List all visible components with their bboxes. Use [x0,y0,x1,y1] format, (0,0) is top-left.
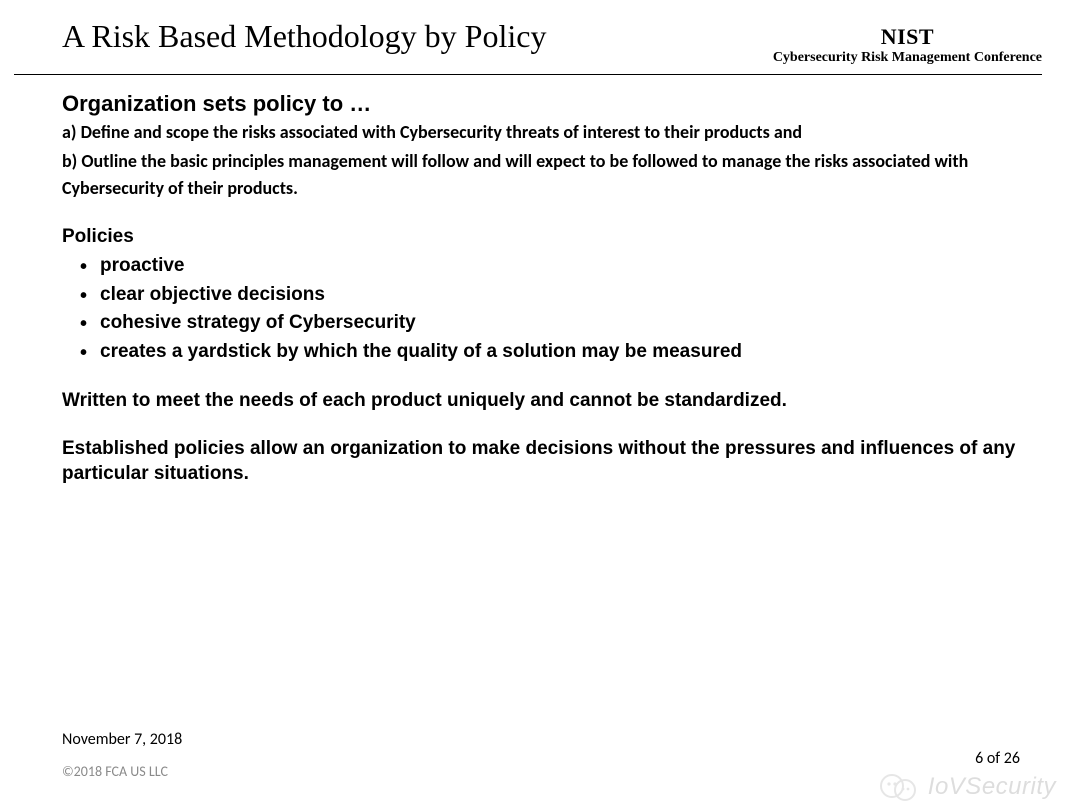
watermark: IoVSecurity [878,770,1056,804]
slide-header: A Risk Based Methodology by Policy NIST … [0,0,1080,66]
watermark-text: IoVSecurity [928,773,1056,801]
slide-content: Organization sets policy to … a) Define … [0,75,1080,487]
nist-subtitle: Cybersecurity Risk Management Conference [773,50,1042,66]
policies-heading: Policies [62,226,1040,248]
slide-title: A Risk Based Methodology by Policy [62,18,546,55]
section-title: Organization sets policy to … [62,91,1040,117]
paragraph-d: Established policies allow an organizati… [62,436,1040,487]
policy-item: cohesive strategy of Cybersecurity [100,309,1040,338]
paragraph-a: a) Define and scope the risks associated… [62,119,1040,146]
policy-item: proactive [100,252,1040,281]
policies-list: proactive clear objective decisions cohe… [62,252,1040,366]
paragraph-c: Written to meet the needs of each produc… [62,388,1040,414]
footer-page-number: 6 of 26 [975,749,1020,768]
paragraph-b: b) Outline the basic principles manageme… [62,148,1040,202]
policy-item: clear objective decisions [100,281,1040,310]
policy-item: creates a yardstick by which the quality… [100,338,1040,367]
nist-logo: NIST [773,24,1042,50]
footer-date: November 7, 2018 [62,730,1042,749]
policies-block: Policies proactive clear objective decis… [62,226,1040,366]
header-right: NIST Cybersecurity Risk Management Confe… [773,18,1042,66]
watermark-icon [878,770,922,804]
